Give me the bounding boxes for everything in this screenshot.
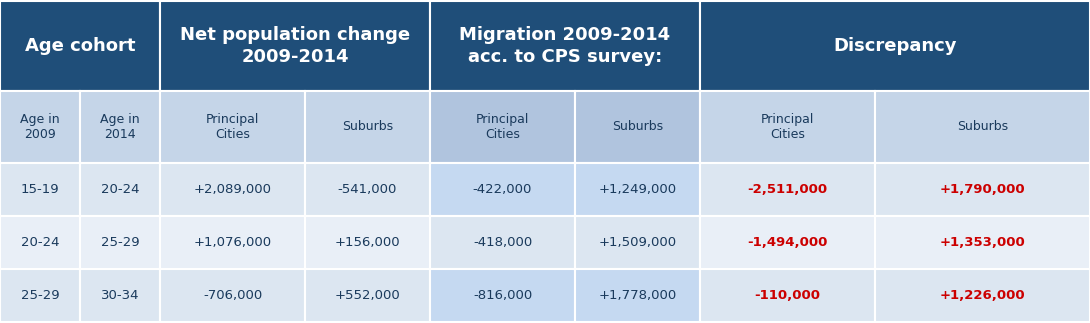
Text: +2,089,000: +2,089,000 — [194, 183, 271, 196]
Bar — [429, 216, 576, 269]
Text: -706,000: -706,000 — [203, 289, 262, 302]
Bar — [0, 91, 80, 163]
Bar — [700, 269, 875, 322]
Bar — [160, 91, 305, 163]
Bar — [576, 91, 700, 163]
Text: +1,790,000: +1,790,000 — [940, 183, 1026, 196]
Text: +1,353,000: +1,353,000 — [940, 236, 1026, 249]
Bar — [160, 1, 429, 91]
Text: -110,000: -110,000 — [754, 289, 821, 302]
Bar — [0, 1, 160, 91]
Bar — [875, 163, 1090, 216]
Text: Suburbs: Suburbs — [611, 120, 663, 133]
Bar — [429, 91, 576, 163]
Bar — [160, 216, 305, 269]
Bar — [576, 216, 700, 269]
Bar — [305, 91, 429, 163]
Text: -418,000: -418,000 — [473, 236, 532, 249]
Bar — [576, 269, 700, 322]
Text: 25-29: 25-29 — [21, 289, 59, 302]
Text: 20-24: 20-24 — [21, 236, 59, 249]
Text: -422,000: -422,000 — [473, 183, 532, 196]
Text: Age cohort: Age cohort — [25, 37, 135, 55]
Text: 25-29: 25-29 — [100, 236, 140, 249]
Bar — [0, 269, 80, 322]
Text: 15-19: 15-19 — [21, 183, 59, 196]
Bar — [0, 216, 80, 269]
Bar — [429, 269, 576, 322]
Text: -541,000: -541,000 — [338, 183, 397, 196]
Bar — [305, 216, 429, 269]
Bar — [429, 1, 700, 91]
Bar — [875, 91, 1090, 163]
Bar — [429, 163, 576, 216]
Text: +1,076,000: +1,076,000 — [193, 236, 271, 249]
Bar — [160, 269, 305, 322]
Text: Discrepancy: Discrepancy — [833, 37, 957, 55]
Bar — [80, 216, 160, 269]
Bar — [576, 163, 700, 216]
Text: +1,249,000: +1,249,000 — [598, 183, 677, 196]
Text: Age in
2009: Age in 2009 — [21, 112, 60, 141]
Text: +156,000: +156,000 — [335, 236, 400, 249]
Text: -1,494,000: -1,494,000 — [748, 236, 827, 249]
Text: Principal
Cities: Principal Cities — [206, 112, 259, 141]
Bar — [160, 163, 305, 216]
Text: +1,509,000: +1,509,000 — [598, 236, 677, 249]
Bar — [305, 269, 429, 322]
Text: +1,226,000: +1,226,000 — [940, 289, 1026, 302]
Text: +1,778,000: +1,778,000 — [598, 289, 677, 302]
Text: Age in
2014: Age in 2014 — [100, 112, 140, 141]
Bar — [700, 91, 875, 163]
Text: Suburbs: Suburbs — [957, 120, 1008, 133]
Bar — [0, 163, 80, 216]
Text: Principal
Cities: Principal Cities — [476, 112, 529, 141]
Text: +552,000: +552,000 — [335, 289, 400, 302]
Bar — [875, 216, 1090, 269]
Bar — [80, 163, 160, 216]
Text: -816,000: -816,000 — [473, 289, 532, 302]
Text: Net population change
2009-2014: Net population change 2009-2014 — [180, 26, 410, 66]
Text: -2,511,000: -2,511,000 — [748, 183, 827, 196]
Text: 30-34: 30-34 — [100, 289, 140, 302]
Text: Migration 2009-2014
acc. to CPS survey:: Migration 2009-2014 acc. to CPS survey: — [460, 26, 670, 66]
Text: 20-24: 20-24 — [100, 183, 140, 196]
Bar — [700, 163, 875, 216]
Bar — [305, 163, 429, 216]
Bar — [80, 269, 160, 322]
Text: Principal
Cities: Principal Cities — [761, 112, 814, 141]
Bar — [80, 91, 160, 163]
Bar — [700, 216, 875, 269]
Bar — [700, 1, 1090, 91]
Text: Suburbs: Suburbs — [342, 120, 393, 133]
Bar — [875, 269, 1090, 322]
